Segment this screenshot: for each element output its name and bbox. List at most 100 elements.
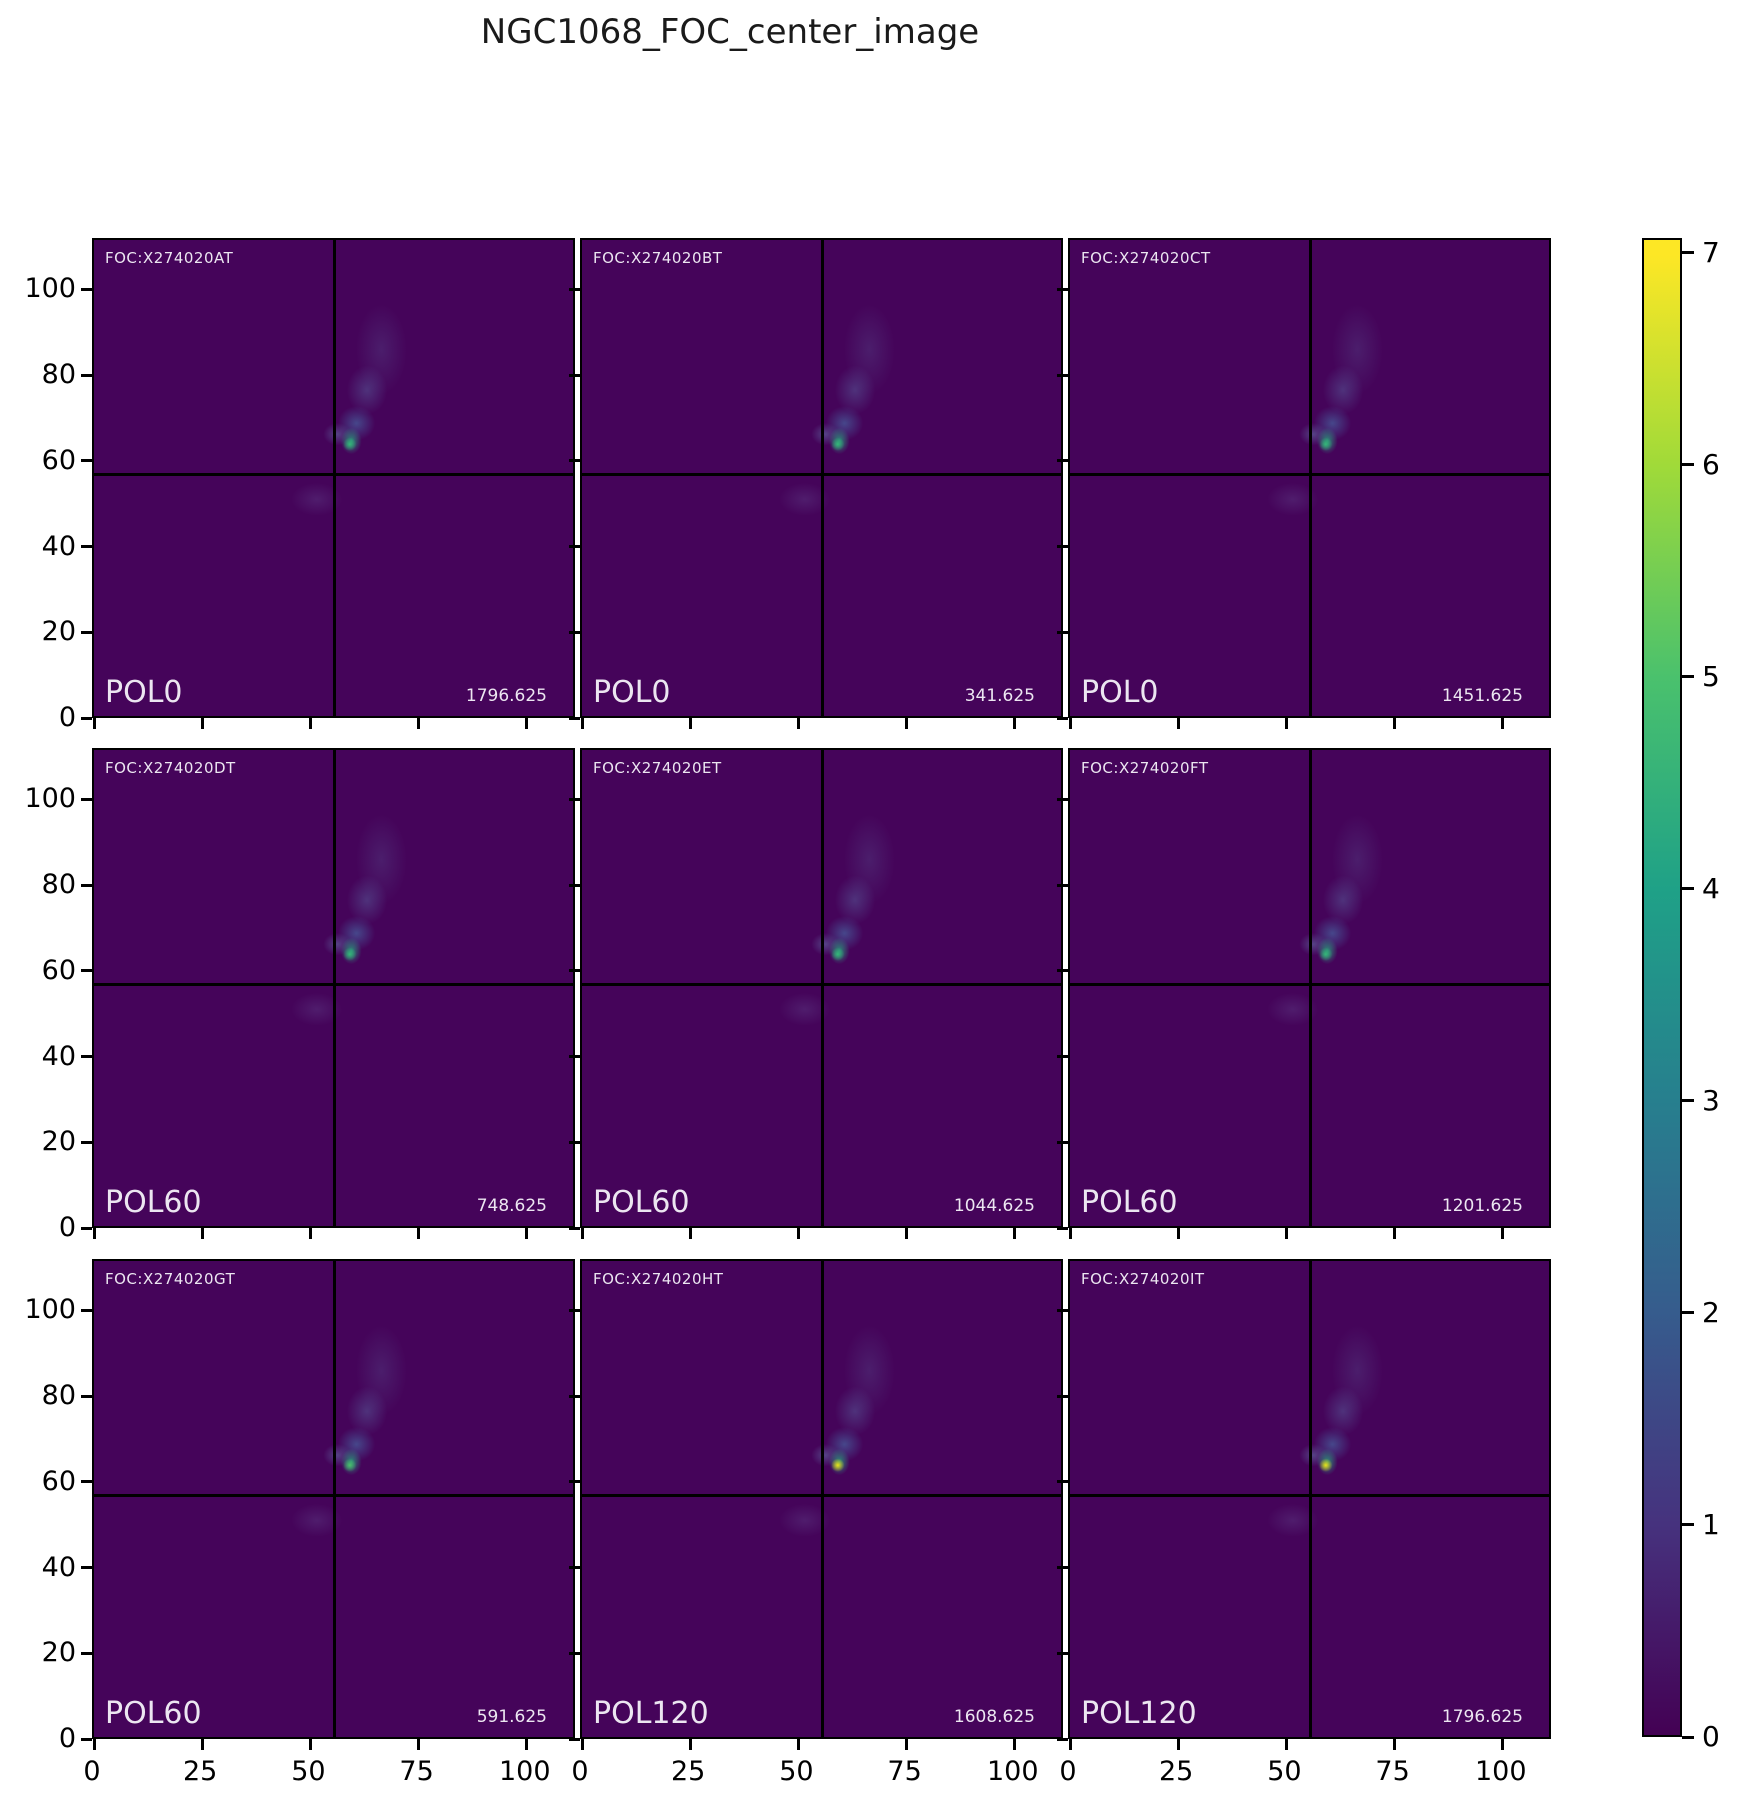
x-tick-mark <box>1013 1739 1017 1750</box>
x-tick-mark <box>580 718 584 729</box>
y-tick-label: 20 <box>41 1637 76 1669</box>
crosshair-vertical-line <box>821 240 825 716</box>
y-tick-mark <box>1057 1651 1068 1655</box>
y-tick-mark <box>81 716 92 720</box>
colorbar-tick-mark <box>1682 1311 1694 1315</box>
colorbar-tick-label: 7 <box>1702 235 1720 269</box>
y-tick-mark <box>1057 716 1068 720</box>
x-tick-mark <box>525 1228 529 1239</box>
y-tick-label: 40 <box>41 530 76 562</box>
exposure-value-label: 1796.625 <box>1441 1707 1523 1727</box>
colorbar-tick-label: 5 <box>1702 659 1720 693</box>
y-tick-mark <box>81 1651 92 1655</box>
exposure-value-label: 1608.625 <box>953 1707 1035 1727</box>
x-tick-mark <box>1013 1228 1017 1239</box>
y-tick-mark <box>569 797 580 801</box>
y-tick-mark <box>1057 969 1068 973</box>
y-tick-label: 100 <box>24 783 76 815</box>
y-tick-mark <box>569 883 580 887</box>
colorbar-tick-mark <box>1682 675 1694 679</box>
x-tick-mark <box>525 1739 529 1750</box>
polarizer-label: POL60 <box>1081 1185 1178 1220</box>
x-tick-mark <box>1284 1739 1288 1750</box>
x-tick-mark <box>417 1228 421 1239</box>
colorbar <box>1642 238 1682 1737</box>
crosshair-horizontal-line <box>582 1493 1061 1497</box>
polarizer-label: POL60 <box>593 1185 690 1220</box>
exposure-value-label: 591.625 <box>476 1707 547 1727</box>
colorbar-tick-label: 6 <box>1702 447 1720 481</box>
x-tick-mark <box>796 1739 800 1750</box>
colorbar-tick-mark <box>1682 251 1694 255</box>
x-tick-mark <box>92 1739 96 1750</box>
y-tick-mark <box>81 797 92 801</box>
polarizer-label: POL120 <box>1081 1696 1197 1731</box>
x-tick-label: 100 <box>1475 1756 1527 1787</box>
x-tick-mark <box>1013 718 1017 729</box>
crosshair-vertical-line <box>1309 240 1313 716</box>
image-panel: FOC:X274020DT POL60 748.625 <box>81 748 575 1239</box>
x-tick-label: 100 <box>499 1756 551 1787</box>
colorbar-tick-mark <box>1682 887 1694 891</box>
polarizer-label: POL0 <box>593 675 671 710</box>
y-tick-mark <box>569 1226 580 1230</box>
crosshair-vertical-line <box>821 750 825 1226</box>
y-tick-label: 40 <box>41 1040 76 1072</box>
x-tick-mark <box>1393 718 1397 729</box>
crosshair-horizontal-line <box>1070 982 1549 986</box>
x-tick-label: 75 <box>399 1756 434 1787</box>
x-tick-mark <box>688 1228 692 1239</box>
x-tick-mark <box>200 718 204 729</box>
y-tick-label: 60 <box>41 1465 76 1497</box>
image-panel: FOC:X274020FT POL60 1201.625 <box>1057 748 1551 1239</box>
y-tick-mark <box>81 883 92 887</box>
x-tick-mark <box>1501 1228 1505 1239</box>
x-tick-mark <box>1393 1228 1397 1239</box>
y-tick-mark <box>81 1566 92 1570</box>
y-tick-mark <box>1057 797 1068 801</box>
foc-image-label: FOC:X274020HT <box>593 1270 724 1288</box>
x-tick-mark <box>688 1739 692 1750</box>
x-tick-label: 0 <box>1059 1756 1077 1787</box>
x-tick-label: 100 <box>987 1756 1039 1787</box>
crosshair-vertical-line <box>333 1261 337 1737</box>
y-tick-mark <box>569 1737 580 1741</box>
foc-image-label: FOC:X274020BT <box>593 249 723 267</box>
x-tick-mark <box>1176 1228 1180 1239</box>
y-tick-label: 20 <box>41 616 76 648</box>
y-tick-mark <box>1057 1394 1068 1398</box>
y-tick-mark <box>569 969 580 973</box>
y-tick-mark <box>81 1226 92 1230</box>
x-tick-mark <box>417 718 421 729</box>
y-tick-mark <box>1057 630 1068 634</box>
x-tick-mark <box>200 1739 204 1750</box>
y-tick-label: 60 <box>41 444 76 476</box>
crosshair-horizontal-line <box>1070 1493 1549 1497</box>
foc-image-label: FOC:X274020IT <box>1081 1270 1205 1288</box>
figure-title: NGC1068_FOC_center_image <box>480 12 980 52</box>
y-tick-mark <box>569 1308 580 1312</box>
y-tick-mark <box>1057 1055 1068 1059</box>
x-tick-mark <box>580 1228 584 1239</box>
image-panel: FOC:X274020GT POL60 591.625 <box>81 1259 575 1750</box>
x-tick-label: 50 <box>779 1756 814 1787</box>
exposure-value-label: 748.625 <box>476 1196 547 1216</box>
colorbar-tick-label: 2 <box>1702 1295 1720 1329</box>
x-tick-mark <box>1393 1739 1397 1750</box>
y-tick-mark <box>81 1308 92 1312</box>
crosshair-horizontal-line <box>582 472 1061 476</box>
x-tick-mark <box>1068 1739 1072 1750</box>
y-tick-mark <box>569 716 580 720</box>
y-tick-mark <box>81 630 92 634</box>
image-panel: FOC:X274020IT POL120 1796.625 <box>1057 1259 1551 1750</box>
y-tick-label: 20 <box>41 1126 76 1158</box>
y-tick-label: 0 <box>58 1723 76 1754</box>
y-tick-mark <box>569 1480 580 1484</box>
x-tick-mark <box>92 718 96 729</box>
y-tick-mark <box>81 1140 92 1144</box>
colorbar-tick-label: 3 <box>1702 1083 1720 1117</box>
x-tick-mark <box>905 718 909 729</box>
x-tick-mark <box>1068 1228 1072 1239</box>
exposure-value-label: 341.625 <box>964 686 1035 706</box>
